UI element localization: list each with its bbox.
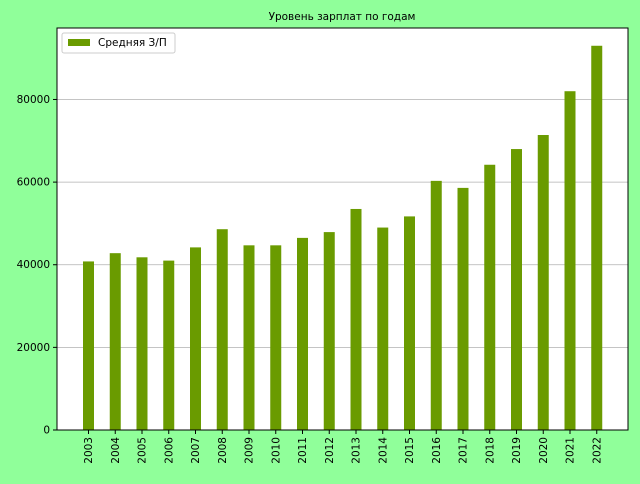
x-tick-label: 2022 [591, 437, 603, 464]
legend: Средняя З/П [61, 32, 176, 54]
plot-frame [56, 27, 629, 431]
x-tick-label: 2010 [270, 437, 282, 464]
bar [591, 45, 603, 430]
bar [564, 91, 576, 431]
bar [190, 247, 201, 430]
x-tick-label: 2021 [565, 437, 577, 464]
x-tick-label: 2019 [511, 437, 523, 464]
x-tick-label: 2014 [377, 437, 389, 464]
bars [83, 45, 603, 431]
legend-box [61, 32, 176, 54]
x-tick-label: 2016 [431, 437, 443, 464]
bar [83, 261, 94, 430]
legend-swatch [68, 39, 90, 46]
x-tick-label: 2009 [244, 437, 256, 464]
bar [404, 216, 415, 430]
bar [430, 180, 442, 430]
x-tick-label: 2008 [217, 437, 229, 464]
y-tick-label: 0 [43, 425, 50, 437]
bar [297, 237, 308, 430]
bar [109, 253, 121, 430]
bar [484, 164, 496, 430]
y-tick-label: 20000 [17, 342, 50, 354]
bar [457, 187, 469, 430]
x-tick-label: 2018 [484, 437, 496, 464]
bar [270, 245, 282, 430]
bar [377, 227, 389, 430]
y-tick-label: 80000 [17, 94, 50, 106]
x-tick-label: 2017 [458, 437, 470, 464]
bar [537, 135, 549, 430]
x-tick-label: 2020 [538, 437, 550, 464]
bar [511, 149, 522, 430]
bar [216, 229, 228, 430]
x-tick-label: 2007 [190, 437, 202, 464]
bar [350, 208, 362, 430]
x-tick-label: 2012 [324, 437, 336, 464]
y-tick-label: 40000 [17, 259, 50, 271]
grid-lines [57, 99, 628, 348]
x-tick-label: 2003 [83, 437, 95, 464]
bar [163, 260, 175, 430]
x-tick-label: 2006 [163, 437, 175, 464]
x-tick-label: 2013 [351, 437, 363, 464]
bar [136, 257, 148, 430]
x-tick-label: 2011 [297, 437, 309, 464]
legend-label: Средняя З/П [98, 37, 167, 49]
x-tick-label: 2004 [110, 437, 122, 464]
x-axis: 2003 2004 2005 2006 2007 2008 2009 2010 2011 2012… [83, 430, 603, 464]
bar [323, 232, 335, 430]
x-tick-label: 2015 [404, 437, 416, 464]
x-tick-label: 2005 [137, 437, 149, 464]
bar [243, 245, 255, 430]
y-tick-label: 60000 [17, 177, 50, 189]
plot-area [57, 28, 628, 430]
y-axis: 0 20000 40000 60000 80000 [17, 94, 57, 437]
chart-title: Уровень зарплат по годам [269, 11, 416, 23]
